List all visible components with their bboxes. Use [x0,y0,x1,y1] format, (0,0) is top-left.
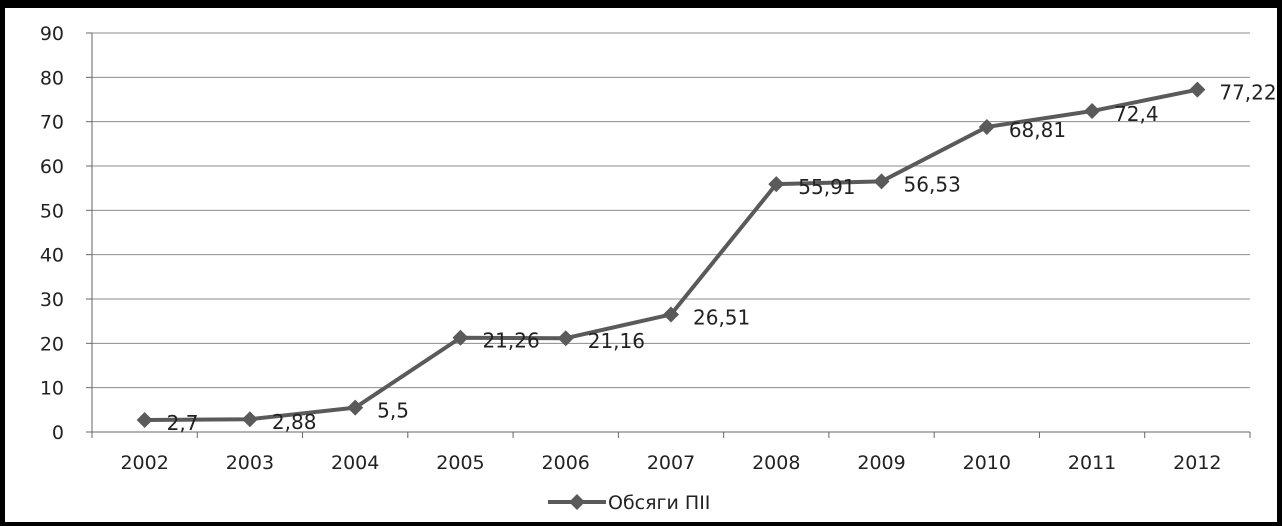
y-tick-label-0: 0 [52,422,64,444]
y-tick-label-80: 80 [40,67,64,89]
data-label-2008: 55,91 [798,175,855,199]
data-label-2010: 68,81 [1009,118,1066,142]
data-point-2006 [557,330,574,347]
data-label-2012: 77,22 [1219,81,1276,105]
legend-label: Обсяги ПІІ [608,492,710,514]
data-labels: 2,7 2,88 5,5 21,26 21,16 26,51 55,91 56,53 68,81… [167,81,1277,435]
x-tick-label-2002: 2002 [120,452,168,474]
x-tick-label-2005: 2005 [436,452,484,474]
data-label-2005: 21,26 [482,329,539,353]
y-tick-label-20: 20 [40,333,64,355]
x-tick-label-2004: 2004 [331,452,379,474]
data-point-2010 [978,118,995,135]
data-point-2004 [347,399,364,416]
y-tick-label-10: 10 [40,378,64,400]
data-label-2006: 21,16 [588,329,645,353]
data-label-2009: 56,53 [904,172,961,196]
legend-marker [569,494,585,510]
data-label-2003: 2,88 [272,410,317,434]
chart-background [5,8,1277,522]
x-tick-label-2012: 2012 [1173,452,1221,474]
x-tick-label-2003: 2003 [226,452,274,474]
legend: Обсяги ПІІ [548,492,710,514]
x-tick-label-2008: 2008 [752,452,800,474]
data-label-2002: 2,7 [167,411,199,435]
data-label-2011: 72,4 [1114,102,1159,126]
y-tick-label-60: 60 [40,156,64,178]
y-tick-labels: 0 10 20 30 40 50 60 70 80 90 [40,23,64,444]
y-tick-label-50: 50 [40,200,64,222]
y-tick-label-90: 90 [40,23,64,45]
data-point-2005 [452,329,469,346]
data-label-2007: 26,51 [693,305,750,329]
data-point-2008 [768,176,785,193]
grid-lines [92,32,1250,389]
x-tick-label-2010: 2010 [963,452,1011,474]
data-point-2002 [136,412,153,429]
data-point-2011 [1084,103,1101,120]
data-label-2004: 5,5 [377,399,409,423]
data-point-2009 [873,173,890,190]
x-tick-label-2007: 2007 [647,452,695,474]
series-markers [136,81,1206,429]
axes [86,32,1251,438]
y-tick-label-30: 30 [40,289,64,311]
y-tick-label-40: 40 [40,245,64,267]
x-tick-label-2011: 2011 [1068,452,1116,474]
data-point-2012 [1189,81,1206,98]
data-point-2007 [663,306,679,323]
x-tick-label-2006: 2006 [542,452,590,474]
x-tick-label-2009: 2009 [857,452,905,474]
data-point-2003 [241,411,258,428]
x-tick-labels: 2002 2003 2004 2005 2006 2007 2008 2009 2010 2011… [120,452,1221,474]
y-tick-label-70: 70 [40,112,64,134]
